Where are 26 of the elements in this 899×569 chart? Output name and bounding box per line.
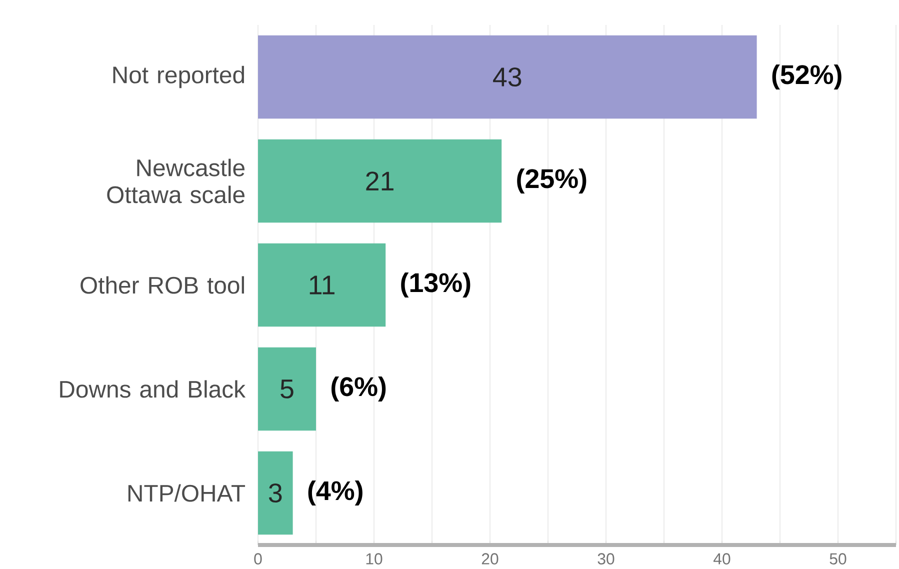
annotation: (6%) bbox=[332, 376, 386, 402]
bar bbox=[258, 35, 757, 119]
y-tick-label: Newcastle Ottawa scale bbox=[107, 158, 244, 204]
annotation: (52%) bbox=[772, 64, 842, 90]
x-tick-label: 10 bbox=[366, 553, 382, 564]
x-tick-label: 40 bbox=[713, 553, 730, 564]
y-tick-label: Other ROB tool bbox=[80, 276, 244, 294]
data-label: 5 bbox=[280, 380, 294, 398]
data-label: 43 bbox=[493, 67, 522, 87]
data-label: 11 bbox=[310, 276, 334, 294]
bar bbox=[258, 243, 386, 327]
y-tick-label: NTP/OHAT bbox=[128, 484, 246, 502]
bar bbox=[258, 347, 316, 431]
data-label: 3 bbox=[268, 483, 282, 503]
data-label: 21 bbox=[366, 172, 394, 190]
annotation: (25%) bbox=[517, 168, 586, 194]
y-tick-label: Not reported bbox=[113, 66, 244, 88]
bar bbox=[258, 451, 293, 535]
annotation: (13%) bbox=[401, 272, 470, 298]
y-tick-label: Downs and Black bbox=[60, 380, 246, 398]
bar bbox=[258, 139, 502, 223]
x-tick-label: 20 bbox=[482, 553, 498, 564]
x-tick-label: 0 bbox=[254, 553, 262, 564]
x-tick-label: 50 bbox=[830, 553, 846, 564]
annotation: (4%) bbox=[308, 480, 362, 506]
x-tick-label: 30 bbox=[598, 553, 614, 564]
